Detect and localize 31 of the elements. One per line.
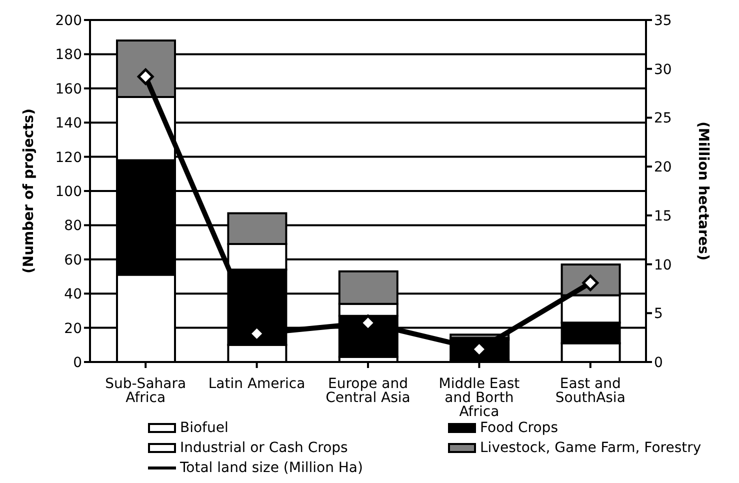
y-tick-label: 200 [55, 12, 82, 29]
x-tick-label: East and SouthAsia [555, 376, 626, 406]
x-tick-label: Middle East and Borth Africa [438, 376, 520, 420]
y-tick-label: 120 [55, 150, 82, 166]
y2-tick-label: 35 [654, 12, 672, 29]
legend-label: Total land size (Million Ha) [180, 459, 363, 478]
x-tick-label: Latin America [208, 376, 306, 392]
y2-tick-label: 5 [654, 306, 663, 322]
y-tick-label: 140 [55, 116, 82, 132]
x-tick-label: Europe and Central Asia [326, 376, 410, 406]
y-tick-label: 80 [64, 218, 82, 234]
y-tick-label: 60 [64, 252, 82, 268]
y-tick-label: 160 [55, 81, 82, 98]
y-tick-label: 40 [64, 286, 82, 303]
legend-label: Food Crops [480, 419, 558, 438]
y-tick-label: 20 [64, 320, 82, 337]
y-axis-title: (Number of projects) [20, 108, 37, 274]
y2-axis-title: (Million hectares) [695, 121, 712, 261]
y-tick-label: 100 [55, 184, 82, 200]
legend-label: Livestock, Game Farm, Forestry [480, 439, 702, 458]
x-tick-label: Sub-Sahara Africa [105, 376, 186, 406]
y-tick-label: 0 [73, 354, 82, 371]
y2-tick-label: 30 [654, 62, 672, 78]
y2-tick-label: 15 [654, 208, 672, 224]
y2-tick-label: 20 [654, 160, 672, 176]
legend-label: Industrial or Cash Crops [180, 439, 348, 458]
y-tick-label: 180 [55, 47, 82, 64]
y2-tick-label: 10 [654, 257, 672, 274]
legend-label: Biofuel [180, 419, 228, 438]
y2-tick-label: 25 [654, 110, 672, 127]
y2-tick-label: 0 [654, 354, 663, 371]
